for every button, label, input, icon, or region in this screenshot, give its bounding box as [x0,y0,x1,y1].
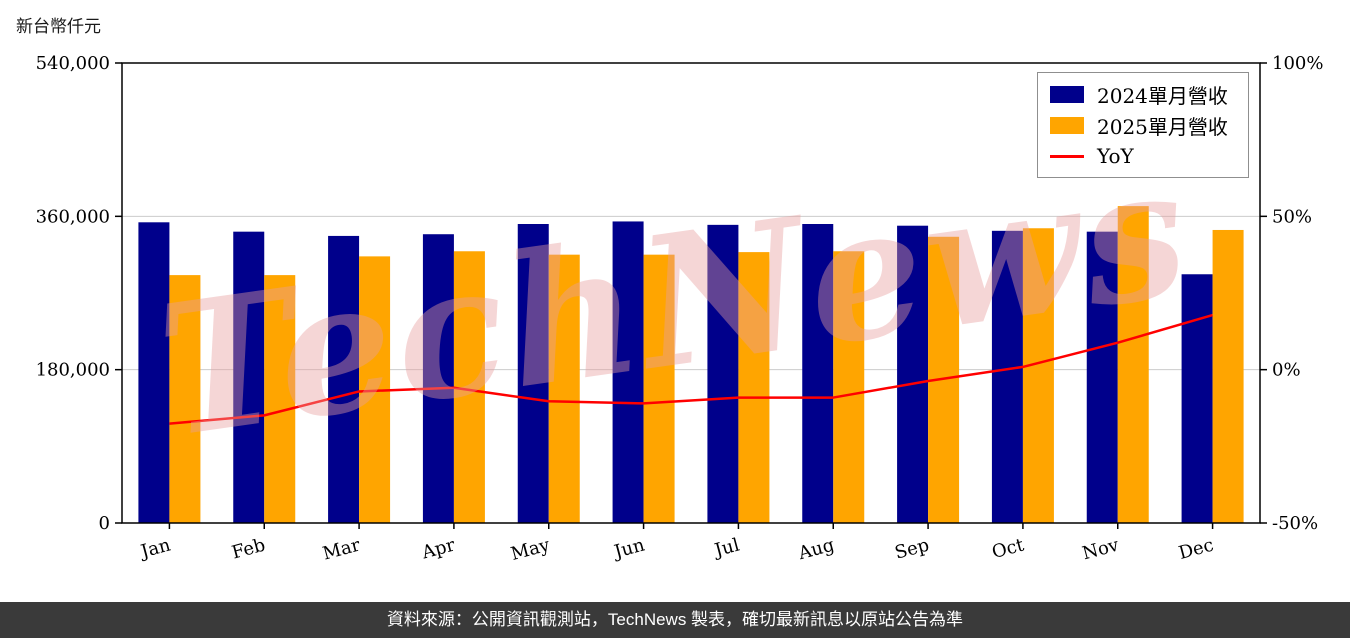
legend-item-yoy: YoY [1050,143,1236,169]
chart-legend: 2024單月營收 2025單月營收 YoY [1037,72,1249,178]
bar-2024-Jul [707,224,739,523]
legend-swatch-2024 [1050,85,1084,103]
bar-2025-Nov [1117,206,1149,523]
bar-2025-Apr [453,251,485,523]
plot-border [121,62,1261,524]
x-tick-label-Jun: Jun [610,534,647,563]
legend-label-2024: 2024單月營收 [1097,83,1228,108]
revenue-chart: 540,000 360,000 180,000 0 100% 50% 0% -50% Jan Fe… [36,53,1324,565]
x-tick-label-May: May [509,534,553,565]
bar-2024-May [517,224,549,523]
x-tick-label-Nov: Nov [1080,534,1122,564]
right-tick-label: -50% [1272,513,1318,534]
x-tick-label-Aug: Aug [795,535,836,565]
right-tick-label: 0% [1272,360,1301,381]
x-tick-label-Apr: Apr [419,534,458,563]
right-tick-label: 100% [1272,53,1323,74]
x-tick-label-Jan: Jan [137,534,173,563]
bar-2024-Apr [422,234,454,523]
footer-text: 資料來源：公開資訊觀測站，TechNews 製表，確切最新訊息以原站公告為準 [386,610,964,629]
footer-bar: 資料來源：公開資訊觀測站，TechNews 製表，確切最新訊息以原站公告為準 [0,602,1350,638]
x-tick-label-Sep: Sep [893,535,932,564]
bar-2024-Jan [138,222,170,523]
bar-2025-Aug [833,251,865,523]
yoy-line [169,313,1213,425]
bar-2024-Jun [612,221,644,523]
bar-2025-Jun [643,254,675,523]
legend-label-yoy: YoY [1097,144,1134,168]
x-tick-label-Mar: Mar [320,534,362,564]
x-tick-label-Jul: Jul [711,534,742,561]
x-tick-label-Oct: Oct [990,534,1027,563]
bar-2024-Nov [1086,231,1118,523]
legend-item-2025: 2025單月營收 [1050,112,1236,139]
bar-2025-Jul [738,252,770,523]
left-tick-label: 540,000 [36,53,110,74]
y-axis-unit-label: 新台幣仟元 [16,17,101,36]
bar-2024-Aug [802,224,834,523]
left-tick-label: 180,000 [36,360,110,381]
bar-2024-Mar [328,235,360,524]
bar-2025-Jan [169,275,201,523]
x-tick-label-Dec: Dec [1176,535,1215,564]
left-tick-label: 360,000 [36,206,110,227]
bar-2025-Dec [1212,229,1244,524]
bar-2025-Oct [1022,228,1054,523]
right-tick-label: 50% [1272,206,1312,227]
bar-2024-Feb [233,231,265,523]
legend-label-2025: 2025單月營收 [1097,114,1228,139]
bar-2025-May [548,254,580,523]
left-tick-label: 0 [99,513,110,534]
legend-swatch-2025 [1050,116,1084,134]
bar-2025-Feb [264,275,296,523]
bar-2024-Oct [991,230,1023,523]
bar-2024-Dec [1181,274,1213,523]
x-tick-label-Feb: Feb [230,535,268,564]
bar-2024-Sep [897,225,929,523]
legend-swatch-yoy [1050,154,1084,158]
legend-item-2024: 2024單月營收 [1050,81,1236,108]
